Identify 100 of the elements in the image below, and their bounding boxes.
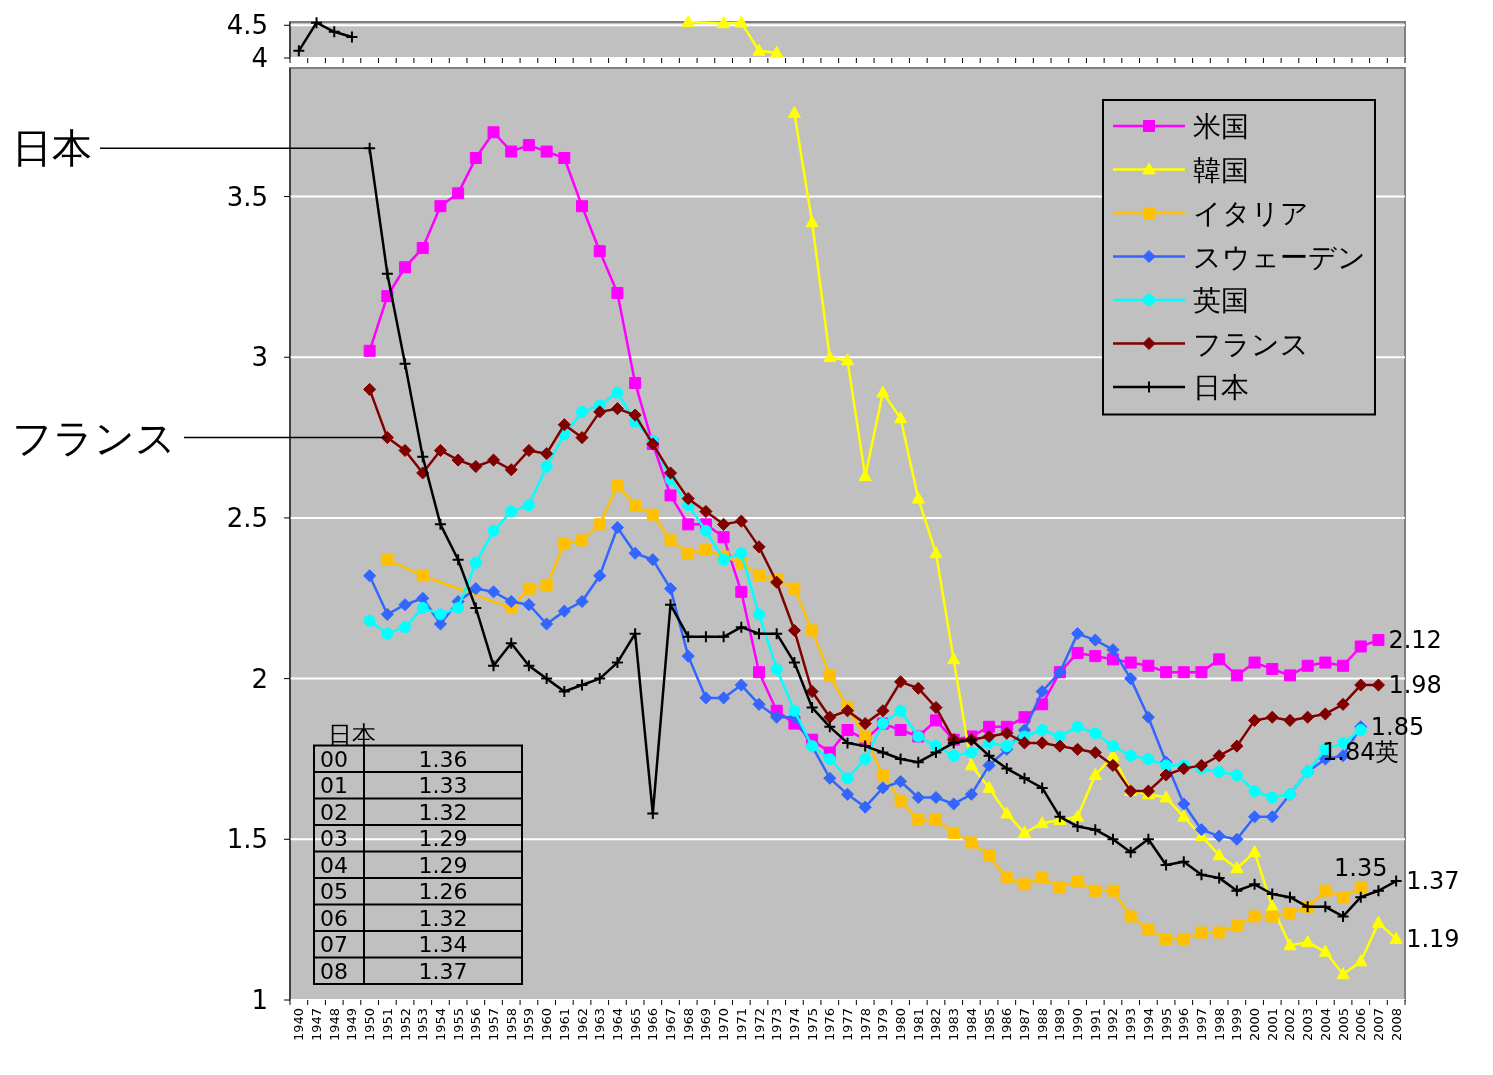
x-tick-label: 1953 <box>415 1008 431 1042</box>
x-tick-label: 1940 <box>291 1008 307 1042</box>
x-tick-label: 1960 <box>539 1008 555 1042</box>
annotation: 1.34 <box>418 932 468 957</box>
annotation: フランス <box>12 414 176 461</box>
x-tick-label: 1956 <box>468 1008 484 1042</box>
x-tick-label: 1973 <box>769 1008 785 1042</box>
annotation: 02 <box>320 799 348 825</box>
x-tick-label: 2005 <box>1335 1008 1351 1042</box>
x-tick-label: 1950 <box>362 1008 378 1042</box>
x-tick-label: 1975 <box>804 1008 820 1042</box>
x-tick-label: 1961 <box>556 1008 572 1042</box>
x-tick-label: 2008 <box>1388 1008 1404 1042</box>
annotation: 日本 <box>12 125 92 172</box>
x-tick-label: 2007 <box>1370 1008 1386 1042</box>
y-tick-label: 2 <box>251 663 268 694</box>
x-tick-label: 1979 <box>875 1008 891 1042</box>
legend-label: 英国 <box>1193 284 1249 317</box>
annotation: 1.32 <box>418 905 468 931</box>
y-tick-label: 1.5 <box>226 824 268 855</box>
annotation: 08 <box>320 958 348 984</box>
x-tick-label: 1948 <box>326 1008 342 1042</box>
x-tick-label: 1997 <box>1193 1008 1209 1042</box>
annotation: 1.32 <box>418 799 468 825</box>
x-tick-label: 1947 <box>309 1008 325 1042</box>
y-tick-label: 3 <box>251 342 268 373</box>
x-tick-label: 1974 <box>786 1008 802 1042</box>
x-tick-label: 1954 <box>432 1008 448 1042</box>
legend-label: スウェーデン <box>1193 240 1366 274</box>
x-tick-label: 1966 <box>645 1008 661 1042</box>
data-label: 1.35 <box>1334 853 1388 882</box>
x-tick-label: 1964 <box>609 1008 625 1042</box>
annotation: 1.37 <box>418 958 468 984</box>
legend-label: 韓国 <box>1193 153 1249 187</box>
x-tick-label: 2003 <box>1300 1008 1316 1042</box>
annotation: 1.33 <box>418 773 468 798</box>
annotation: 07 <box>320 932 348 957</box>
x-tick-label: 1949 <box>344 1008 360 1042</box>
x-tick-label: 1962 <box>574 1008 590 1042</box>
legend-label: 日本 <box>1193 371 1249 404</box>
x-tick-label: 1959 <box>521 1008 537 1042</box>
legend-label: イタリア <box>1193 197 1309 230</box>
x-tick-label: 1968 <box>680 1008 696 1042</box>
x-tick-label: 1985 <box>981 1008 997 1042</box>
x-tick-label: 1965 <box>627 1008 643 1042</box>
x-tick-label: 1977 <box>840 1008 855 1042</box>
x-tick-label: 1992 <box>1105 1008 1121 1042</box>
x-tick-label: 1978 <box>857 1008 873 1042</box>
annotation: 日本 <box>328 720 376 749</box>
x-tick-label: 1971 <box>733 1008 749 1042</box>
annotation: 1.26 <box>418 879 468 904</box>
x-tick-label: 1969 <box>698 1008 714 1042</box>
data-label: 1.37 <box>1406 867 1460 896</box>
x-tick-label: 1989 <box>1052 1008 1068 1042</box>
annotation: 1.36 <box>418 746 468 772</box>
x-tick-label: 1980 <box>893 1008 909 1042</box>
x-tick-label: 1967 <box>663 1008 679 1042</box>
annotation: 00 <box>320 746 348 772</box>
x-tick-label: 1995 <box>1158 1008 1174 1042</box>
annotation: 03 <box>320 826 348 851</box>
y-tick-label: 4.5 <box>226 10 268 41</box>
x-tick-label: 2001 <box>1264 1008 1280 1042</box>
x-tick-label: 2004 <box>1317 1008 1333 1042</box>
y-tick-label: 3.5 <box>226 181 268 212</box>
x-tick-label: 1994 <box>1140 1008 1156 1042</box>
x-tick-label: 1981 <box>910 1008 926 1042</box>
x-tick-label: 1991 <box>1087 1008 1103 1042</box>
data-label: 1.19 <box>1406 924 1460 953</box>
x-tick-label: 1976 <box>822 1008 838 1042</box>
x-tick-label: 1986 <box>999 1008 1015 1042</box>
data-label: 1.85 <box>1370 712 1425 741</box>
x-tick-label: 1993 <box>1123 1008 1139 1042</box>
data-label: 2.12 <box>1388 626 1442 655</box>
y-tick-label: 1 <box>251 985 268 1015</box>
x-tick-label: 1958 <box>503 1008 519 1042</box>
x-tick-label: 1987 <box>1016 1008 1032 1042</box>
x-tick-label: 1957 <box>486 1008 502 1042</box>
y-tick-label: 4 <box>251 43 268 73</box>
x-tick-label: 1999 <box>1229 1008 1245 1042</box>
x-tick-label: 1983 <box>946 1008 962 1042</box>
x-tick-label: 1951 <box>379 1008 395 1042</box>
x-tick-label: 2002 <box>1282 1008 1298 1042</box>
annotation: 04 <box>320 852 348 878</box>
annotation: 01 <box>320 773 348 798</box>
x-tick-label: 1988 <box>1034 1008 1050 1042</box>
legend-label: フランス <box>1193 327 1309 361</box>
x-tick-label: 1955 <box>450 1008 466 1042</box>
y-tick-label: 2.5 <box>226 502 268 533</box>
x-tick-label: 1970 <box>716 1008 732 1042</box>
x-tick-label: 2006 <box>1353 1008 1369 1042</box>
legend-label: 米国 <box>1193 110 1249 143</box>
annotation: 1.29 <box>418 826 468 851</box>
x-tick-label: 1998 <box>1211 1008 1227 1042</box>
annotation: 06 <box>320 905 348 931</box>
x-tick-label: 1963 <box>592 1008 608 1042</box>
annotation: 05 <box>320 879 348 904</box>
x-tick-label: 1996 <box>1176 1008 1192 1042</box>
data-label: 1.98 <box>1388 671 1442 700</box>
annotation: 1.29 <box>418 852 468 878</box>
x-tick-label: 1952 <box>397 1008 413 1042</box>
